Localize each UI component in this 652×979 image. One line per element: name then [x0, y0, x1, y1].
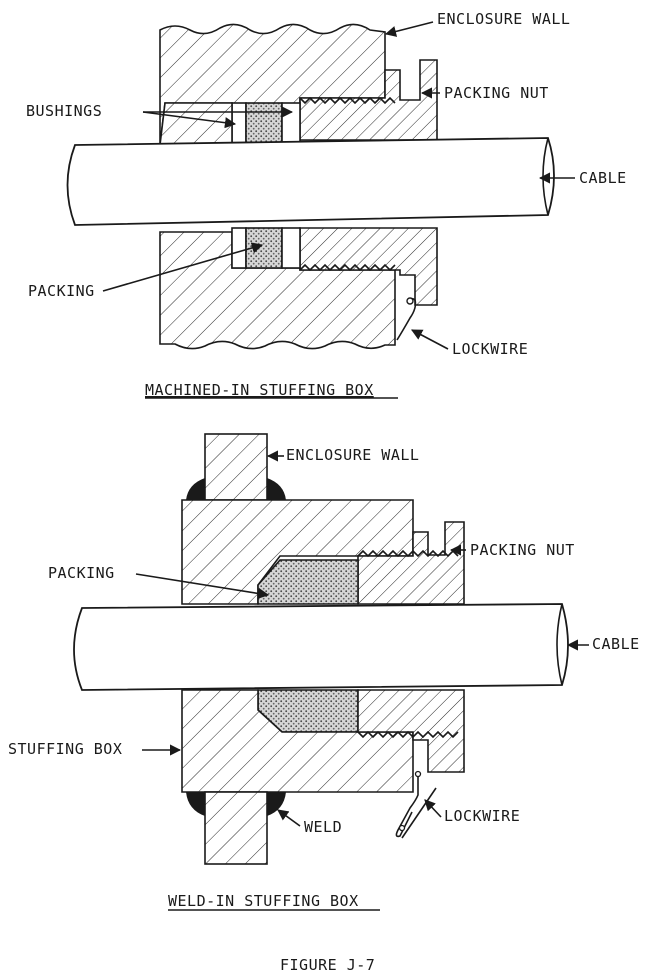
top-bushing-right — [281, 102, 301, 146]
top-packing-upper — [245, 102, 283, 146]
weld-left — [186, 792, 205, 816]
top-enclosure-wall-lower — [159, 231, 396, 350]
bottom-packing-upper — [257, 559, 359, 605]
figure-title: FIGURE J-7 — [280, 956, 375, 974]
top-label-packing-nut: PACKING NUT — [444, 84, 549, 102]
bottom-packing-nut-upper — [357, 521, 465, 605]
machined-in-stuffing-box: ENCLOSURE WALL PACKING NUT BUSHINGS CABL… — [26, 10, 627, 399]
bottom-enclosure-wall-upper — [204, 433, 268, 501]
top-label-cable: CABLE — [579, 169, 627, 187]
bottom-label-packing: PACKING — [48, 564, 115, 582]
bottom-caption: WELD-IN STUFFING BOX — [168, 892, 359, 910]
top-enclosure-wall-upper — [159, 23, 386, 146]
weld-in-stuffing-box: ENCLOSURE WALL PACKING NUT PACKING CABLE… — [8, 433, 640, 911]
top-threads-upper — [299, 96, 396, 105]
top-label-enclosure-wall: ENCLOSURE WALL — [437, 10, 570, 28]
top-caption: MACHINED-IN STUFFING BOX — [145, 381, 374, 399]
bottom-stuffing-box-upper — [181, 499, 414, 605]
weld-right — [267, 792, 286, 816]
bottom-label-packing-nut: PACKING NUT — [470, 541, 575, 559]
top-packing-nut-lower — [299, 227, 438, 306]
top-lockwire — [396, 297, 417, 341]
bottom-label-enclosure-wall: ENCLOSURE WALL — [286, 446, 419, 464]
bottom-cable — [73, 603, 569, 691]
top-cable — [66, 137, 555, 226]
top-label-packing: PACKING — [28, 282, 95, 300]
top-label-bushings: BUSHINGS — [26, 102, 102, 120]
bottom-label-weld: WELD — [304, 818, 342, 836]
bottom-label-cable: CABLE — [592, 635, 640, 653]
bottom-enclosure-wall-lower — [204, 791, 268, 865]
top-label-lockwire: LOCKWIRE — [452, 340, 528, 358]
bottom-label-lockwire: LOCKWIRE — [444, 807, 520, 825]
bottom-lockwire — [395, 772, 419, 838]
bottom-packing-nut-lower — [357, 689, 465, 773]
bottom-label-stuffing-box: STUFFING BOX — [8, 740, 122, 758]
